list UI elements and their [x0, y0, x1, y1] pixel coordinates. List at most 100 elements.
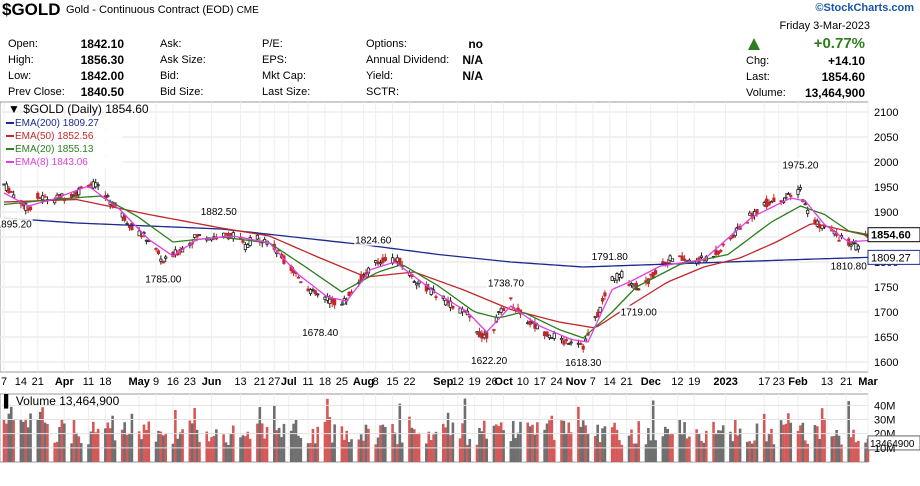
last-label: Last: [746, 71, 770, 83]
volume-bar [340, 426, 344, 462]
volume-bar [663, 426, 667, 462]
candle-body [96, 184, 100, 187]
x-tick-label: 12 [671, 376, 683, 388]
volume-bar [174, 409, 177, 462]
x-tick-label: 21 [840, 376, 852, 388]
volume-bar [398, 403, 402, 462]
fields4-label-1: Annual Dividend: [366, 54, 450, 66]
candle-body [340, 303, 344, 306]
volume-bar [195, 429, 199, 462]
annotation-label: 1882.50 [201, 207, 238, 218]
candle-body [699, 255, 704, 258]
volume-bar [46, 424, 49, 462]
volume-bar [256, 423, 259, 462]
volume-bar [43, 422, 47, 462]
volume-bar [519, 421, 522, 462]
candle-body [313, 290, 317, 295]
volume-bar [311, 428, 315, 462]
fields4-value-1: N/A [462, 53, 483, 67]
price-panel: 2100205020001950190018501800175017001650… [0, 101, 920, 388]
volume-bar [357, 439, 361, 462]
volume-bar [425, 443, 428, 462]
price-tick-label: 1650 [874, 332, 898, 344]
volume-bar [849, 437, 853, 462]
volume-bar [721, 425, 725, 462]
volume-bar [601, 428, 604, 462]
quote-header: $GOLD Gold - Continuous Contract (EOD) C… [0, 0, 920, 102]
x-tick-label: Jun [202, 376, 222, 388]
volume-bar [89, 431, 93, 462]
x-tick-label: 8 [373, 376, 379, 388]
volume-bar [231, 425, 235, 462]
volume-bar [5, 423, 8, 462]
candle-body [41, 195, 45, 201]
volume-bar [58, 426, 61, 462]
volume-bar [560, 420, 563, 462]
volume-bar [125, 434, 129, 462]
x-tick-label: 24 [551, 376, 563, 388]
stockcharts-logo[interactable]: ©StockCharts.com [815, 2, 914, 14]
candle-body [856, 245, 860, 250]
candle-body [779, 200, 783, 203]
x-tick-label: 16 [167, 376, 179, 388]
annotation-bg [301, 325, 340, 338]
volume-bar [847, 401, 850, 462]
volume-bar [137, 431, 141, 462]
annotation-label: 1785.00 [145, 275, 182, 286]
volume-bar [376, 437, 380, 462]
volume-bar [765, 441, 768, 462]
volume-bar [190, 423, 194, 462]
candle-body [755, 209, 759, 215]
candle-body [545, 331, 549, 337]
volume-bar [526, 422, 530, 462]
volume-bar [695, 429, 698, 462]
volume-bar [345, 430, 349, 462]
candle-body [333, 299, 337, 306]
volume-bar [434, 431, 438, 462]
annotation-label: 1975.20 [782, 160, 819, 171]
fields4-label-3: SCTR: [366, 86, 399, 98]
candle-body [516, 307, 520, 311]
candle-body [567, 343, 571, 345]
volume-bar [717, 430, 720, 462]
volume-bar [782, 424, 785, 462]
volume-bar [615, 429, 619, 462]
x-tick-label: 27 [268, 376, 280, 388]
volume-bar [429, 440, 433, 462]
x-tick-label: Dec [641, 376, 661, 388]
candle-body [417, 280, 421, 284]
volume-bar [627, 435, 631, 462]
fields-value-2: 1842.00 [80, 69, 124, 83]
volume-bar [79, 443, 83, 462]
candle-body [716, 251, 720, 255]
annotation-bg [590, 250, 629, 263]
annotation-bg [619, 305, 658, 318]
annotation-label: 1738.70 [488, 279, 525, 290]
volume-bar [120, 429, 124, 462]
x-tick-label: 12 [452, 376, 464, 388]
volume-bar [813, 425, 817, 462]
candle-body [156, 250, 161, 255]
volume-bar [441, 423, 445, 462]
fields-value-0: 1842.10 [80, 37, 124, 51]
volume-bar [294, 419, 298, 462]
candle-body [562, 340, 566, 345]
candle-body [654, 270, 658, 275]
x-tick-label: 11 [302, 376, 313, 388]
fields4-value-2: N/A [462, 69, 483, 83]
volume-bar [458, 438, 462, 462]
volume-bar [77, 436, 81, 462]
volume-bar [142, 424, 146, 462]
exchange-text: CME [236, 5, 259, 16]
volume-tick-label: 10M [874, 443, 895, 455]
volume-bar [362, 440, 365, 462]
candle-body [728, 237, 733, 240]
candle-body [564, 339, 568, 342]
candle-body [851, 242, 856, 244]
volume-bar [328, 417, 332, 462]
volume-bar [837, 435, 841, 462]
price-tick-label: 2100 [874, 107, 898, 119]
price-tag-label: 1809.27 [871, 252, 911, 264]
annotation-bg [0, 217, 33, 230]
